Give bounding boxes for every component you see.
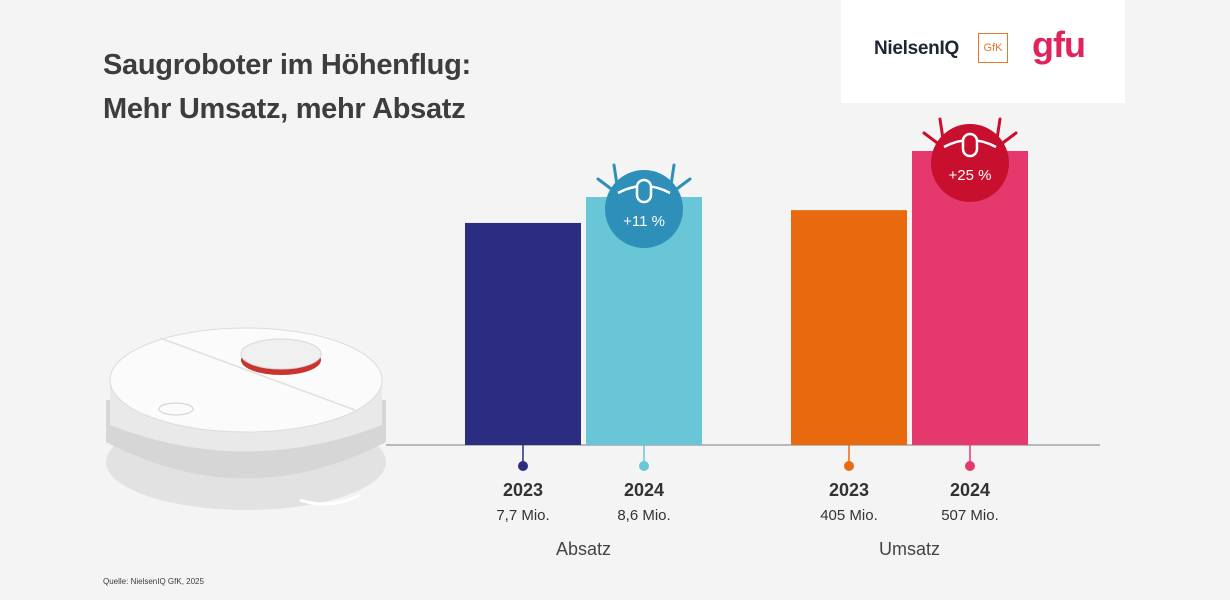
- bar-year-label: 2023: [502, 480, 544, 500]
- group-label-absatz: Absatz: [555, 539, 612, 559]
- gfu-logo: gfu: [1032, 24, 1086, 65]
- robot-body-icon: [635, 178, 653, 204]
- nielseniq-logo: NielsenIQ: [874, 38, 959, 59]
- change-badge-umsatz: [922, 117, 1018, 202]
- bar-absatz-2023: [465, 222, 581, 445]
- whisker-icon: [922, 117, 1018, 147]
- title-line-2: Mehr Umsatz, mehr Absatz: [103, 93, 466, 125]
- bar-year-label: 2023: [828, 480, 870, 500]
- bar-value-label: 7,7 Mio.: [496, 507, 550, 524]
- source-note: Quelle: NielsenIQ GfK, 2025: [103, 577, 204, 586]
- whisker-icon: [596, 163, 692, 193]
- bar-marker-dot: [639, 461, 649, 471]
- title-line-1: Saugroboter im Höhenflug:: [103, 49, 471, 81]
- logo-panel: NielsenIQ GfK gfu: [841, 0, 1125, 103]
- change-percent-label: +25 %: [948, 167, 992, 184]
- robot-body-icon: [961, 132, 979, 158]
- bar-value-label: 8,6 Mio.: [617, 507, 671, 524]
- change-badge-absatz: [596, 163, 692, 248]
- bar-marker-dot: [518, 461, 528, 471]
- chart-title: Saugroboter im Höhenflug: Mehr Umsatz, m…: [103, 43, 471, 131]
- bar-marker-dot: [844, 461, 854, 471]
- bar-marker-dot: [965, 461, 975, 471]
- group-label-umsatz: Umsatz: [878, 539, 940, 559]
- bar-year-label: 2024: [949, 480, 991, 500]
- robot-vacuum-illustration: [106, 327, 386, 510]
- change-percent-label: +11 %: [623, 213, 665, 230]
- bar-value-label: 507 Mio.: [941, 507, 999, 524]
- gfk-logo: GfK: [978, 33, 1008, 63]
- bar-value-label: 405 Mio.: [820, 507, 878, 524]
- bar-year-label: 2024: [623, 480, 665, 500]
- bar-umsatz-2023: [791, 210, 907, 445]
